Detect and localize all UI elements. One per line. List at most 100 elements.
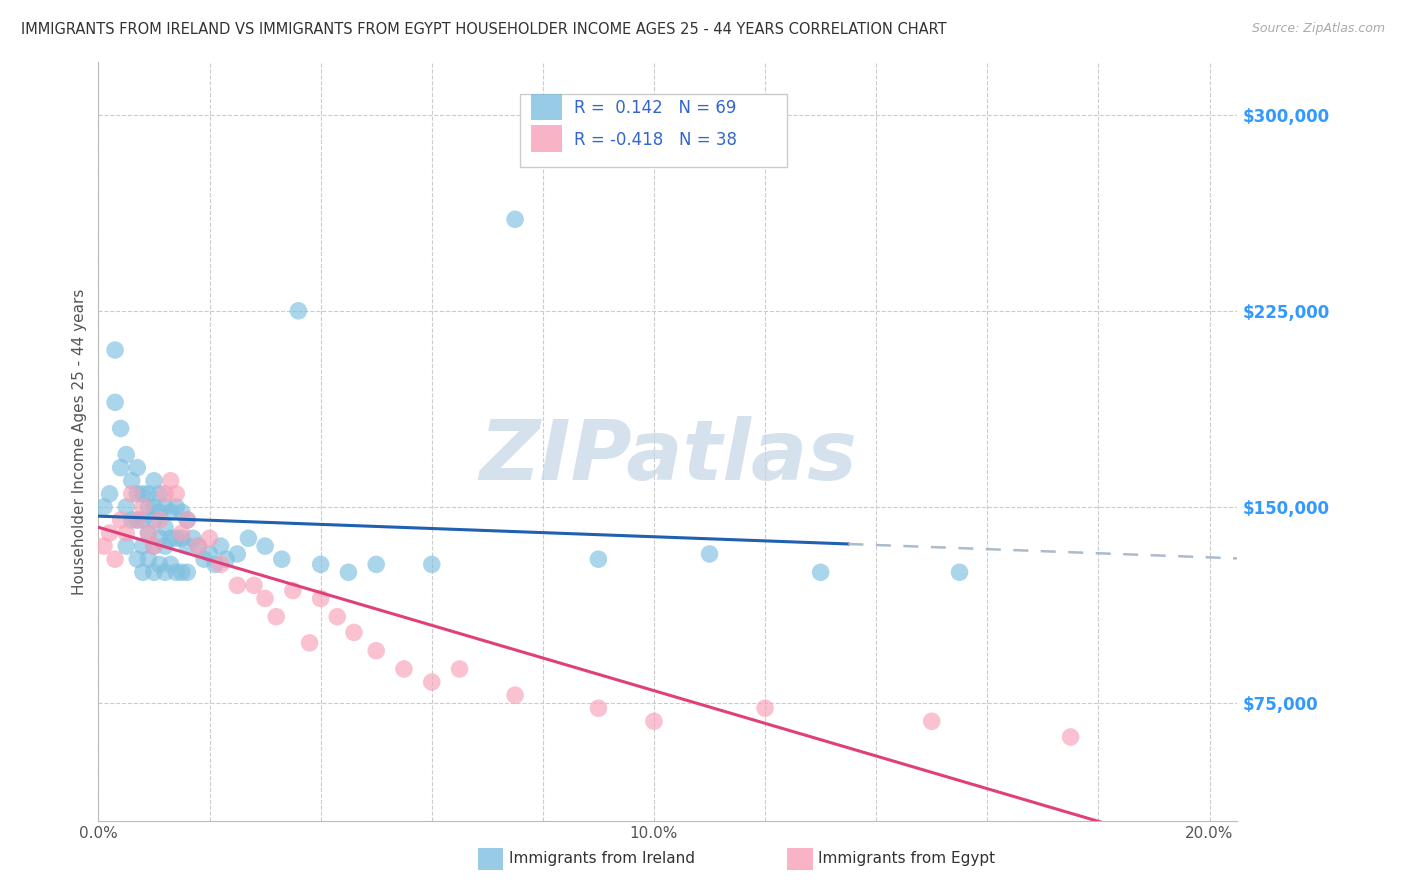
Point	[138, 500, 160, 514]
Point	[132, 566, 155, 580]
Point	[148, 487, 170, 501]
Point	[127, 513, 149, 527]
Point	[148, 531, 170, 545]
Point	[138, 526, 160, 541]
Point	[588, 701, 610, 715]
Point	[148, 505, 170, 519]
Point	[132, 500, 155, 514]
Point	[132, 487, 155, 501]
Point	[187, 539, 209, 553]
Point	[503, 212, 526, 227]
Point	[93, 500, 115, 514]
Text: Immigrants from Egypt: Immigrants from Egypt	[818, 852, 995, 866]
Point	[281, 583, 304, 598]
Point	[181, 531, 204, 545]
Point	[187, 539, 209, 553]
Point	[121, 474, 143, 488]
Point	[264, 609, 287, 624]
Point	[588, 552, 610, 566]
Point	[143, 513, 166, 527]
Point	[243, 578, 266, 592]
Point	[127, 460, 149, 475]
Point	[115, 539, 138, 553]
Point	[110, 421, 132, 435]
Point	[270, 552, 292, 566]
Point	[209, 558, 232, 572]
Point	[343, 625, 366, 640]
Point	[153, 500, 176, 514]
Point	[754, 701, 776, 715]
Point	[143, 539, 166, 553]
Point	[148, 558, 170, 572]
Point	[226, 578, 249, 592]
Point	[138, 526, 160, 541]
Point	[392, 662, 415, 676]
Point	[193, 552, 215, 566]
Point	[298, 636, 321, 650]
Point	[127, 487, 149, 501]
Point	[127, 513, 149, 527]
Point	[326, 609, 349, 624]
Point	[98, 487, 121, 501]
Point	[110, 513, 132, 527]
Point	[503, 688, 526, 702]
Y-axis label: Householder Income Ages 25 - 44 years: Householder Income Ages 25 - 44 years	[72, 288, 87, 595]
Point	[810, 566, 832, 580]
Point	[420, 558, 443, 572]
Point	[176, 513, 198, 527]
Point	[366, 643, 388, 657]
Point	[176, 566, 198, 580]
Text: R = -0.418   N = 38: R = -0.418 N = 38	[574, 131, 737, 149]
Point	[643, 714, 665, 729]
Point	[153, 487, 176, 501]
Point	[209, 539, 232, 553]
Point	[138, 552, 160, 566]
Point	[110, 460, 132, 475]
Point	[159, 474, 181, 488]
Point	[699, 547, 721, 561]
Point	[170, 505, 193, 519]
Point	[153, 539, 176, 553]
Point	[309, 558, 332, 572]
Point	[165, 500, 187, 514]
Point	[948, 566, 970, 580]
Point	[132, 539, 155, 553]
Point	[127, 552, 149, 566]
Point	[159, 531, 181, 545]
Point	[198, 547, 221, 561]
Text: Immigrants from Ireland: Immigrants from Ireland	[509, 852, 695, 866]
Point	[170, 526, 193, 541]
Point	[176, 539, 198, 553]
Point	[115, 526, 138, 541]
Point	[104, 552, 127, 566]
Point	[143, 500, 166, 514]
Point	[132, 513, 155, 527]
Point	[921, 714, 943, 729]
Point	[165, 566, 187, 580]
Point	[121, 513, 143, 527]
Point	[337, 566, 360, 580]
Point	[165, 487, 187, 501]
Point	[254, 591, 277, 606]
Point	[93, 539, 115, 553]
Point	[138, 487, 160, 501]
Point	[287, 303, 309, 318]
Point	[204, 558, 226, 572]
Point	[153, 521, 176, 535]
Point	[176, 513, 198, 527]
Point	[115, 500, 138, 514]
Text: R =  0.142   N = 69: R = 0.142 N = 69	[574, 99, 735, 117]
Point	[115, 448, 138, 462]
Point	[143, 474, 166, 488]
Point	[198, 531, 221, 545]
Point	[238, 531, 260, 545]
Point	[159, 558, 181, 572]
Point	[170, 531, 193, 545]
Point	[449, 662, 471, 676]
Point	[143, 566, 166, 580]
Point	[153, 566, 176, 580]
Point	[254, 539, 277, 553]
Text: IMMIGRANTS FROM IRELAND VS IMMIGRANTS FROM EGYPT HOUSEHOLDER INCOME AGES 25 - 44: IMMIGRANTS FROM IRELAND VS IMMIGRANTS FR…	[21, 22, 946, 37]
Point	[143, 539, 166, 553]
Point	[104, 343, 127, 357]
